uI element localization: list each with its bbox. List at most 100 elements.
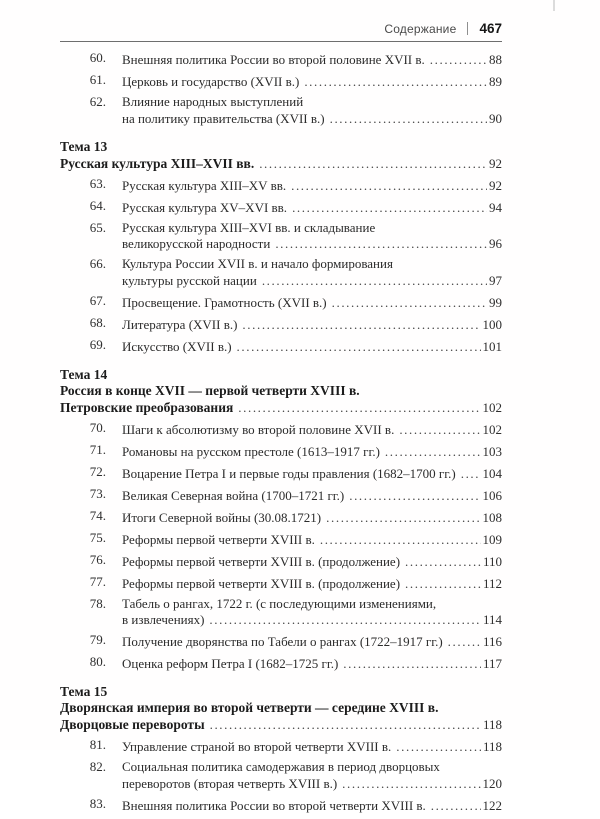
entry-body: Литература (XVII в.) 100 xyxy=(122,316,502,334)
toc-entry: 82. Социальная политика самодержавия в пе… xyxy=(60,759,502,793)
theme-number-label: Тема 13 xyxy=(60,138,108,154)
entry-body: Оценка реформ Петра I (1682–1725 гг.) 117 xyxy=(122,655,502,673)
toc-entry: 73. Великая Северная война (1700–1721 гг.… xyxy=(60,486,503,505)
entry-page-number: 106 xyxy=(482,487,503,503)
entry-title: Великая Северная война (1700–1721 гг.) xyxy=(122,487,345,503)
toc-line-with-leader: Петровские преобразования 102 xyxy=(60,399,502,417)
entry-title: Итоги Северной войны (30.08.1721) xyxy=(122,509,322,525)
toc-line-with-leader: Итоги Северной войны (30.08.1721) 108 xyxy=(122,509,502,527)
dot-leader-icon xyxy=(259,155,487,173)
toc-theme-heading: Тема 15 Дворянская империя во второй четв… xyxy=(60,684,502,734)
entry-title: Получение дворянства по Табели о рангах … xyxy=(122,634,443,649)
toc-line-with-leader: Романовы на русском престоле (1613–1917 … xyxy=(122,443,502,461)
entry-page-number: 97 xyxy=(489,272,502,288)
entry-number: 61. xyxy=(89,72,106,87)
toc-line-with-leader: Литература (XVII в.) 100 xyxy=(122,316,502,334)
entry-body: Русская культура XV–XVI вв. 94 xyxy=(122,199,502,217)
dot-leader-icon xyxy=(242,316,480,334)
toc-line-with-leader: великорусской народности 96 xyxy=(122,235,502,253)
entry-number: 63. xyxy=(89,175,106,191)
entry-title: Русская культура XV–XVI вв. xyxy=(122,199,288,215)
toc-theme-heading: Тема 14 Россия в конце XVII — первой четв… xyxy=(60,367,502,417)
entry-title: Внешняя политика России во второй полови… xyxy=(122,52,425,67)
entry-number: 81. xyxy=(89,737,106,752)
entry-page-number: 103 xyxy=(482,443,503,459)
toc-line-with-leader: Управление страной во второй четверти XV… xyxy=(122,738,502,756)
entry-title: Реформы первой четверти XVIII в. xyxy=(122,531,315,547)
toc-line-with-leader: Искусство (XVII в.) 101 xyxy=(122,338,502,356)
toc-entry: 75. Реформы первой четверти XVIII в. 109 xyxy=(60,530,502,549)
book-page: Содержание 467 60. Внешняя политика Росси… xyxy=(0,0,600,750)
entry-page-number: 88 xyxy=(489,52,502,67)
toc-line-with-leader: Церковь и государство (XVII в.) 89 xyxy=(122,73,502,91)
entry-page-number: 94 xyxy=(489,199,502,215)
entry-number: 82. xyxy=(89,759,106,774)
entry-page-number: 92 xyxy=(489,177,502,193)
toc-entry: 76. Реформы первой четверти XVIII в. (про… xyxy=(60,552,502,571)
entry-title: на политику правительства (XVII в.) xyxy=(122,110,325,126)
theme-number-label: Тема 15 xyxy=(60,684,108,699)
dot-leader-icon xyxy=(326,509,480,527)
entry-title-line: Табель о рангах, 1722 г. (с последующими… xyxy=(122,595,437,611)
toc-line-with-leader: Воцарение Петра I и первые годы правлени… xyxy=(122,465,502,483)
entry-page-number: 92 xyxy=(489,155,502,171)
header-rule xyxy=(60,41,502,42)
entry-body: Внешняя политика России во второй полови… xyxy=(122,51,502,69)
toc-entry: 61. Церковь и государство (XVII в.) 89 xyxy=(60,72,502,91)
entry-body: Реформы первой четверти XVIII в. 109 xyxy=(122,531,502,549)
entry-number: 64. xyxy=(89,197,106,213)
entry-title: переворотов (вторая четверть XVIII в.) xyxy=(122,775,338,791)
toc-entry: 62. Влияние народных выступлений на полити… xyxy=(60,94,502,128)
theme-title-line: Дворянская империя во второй четверти — … xyxy=(60,700,439,715)
dot-leader-icon xyxy=(210,716,481,734)
dot-leader-icon xyxy=(342,775,480,793)
running-header: Содержание 467 xyxy=(60,21,502,36)
entry-number: 62. xyxy=(89,94,106,109)
entry-body: Управление страной во второй четверти XV… xyxy=(122,738,502,756)
toc-entry: 63. Русская культура XIII–XV вв. 92 xyxy=(60,175,502,195)
entry-body: Влияние народных выступлений на политику … xyxy=(122,94,502,128)
toc-entry: 70. Шаги к абсолютизму во второй половине… xyxy=(60,420,502,439)
entry-page-number: 110 xyxy=(482,553,502,569)
entry-number: 60. xyxy=(89,50,106,65)
entry-page-number: 100 xyxy=(482,316,503,332)
toc-entry: 67. Просвещение. Грамотность (XVII в.) 99 xyxy=(60,293,502,312)
entry-body: Табель о рангах, 1722 г. (с последующими… xyxy=(122,595,502,630)
toc-line-with-leader: Внешняя политика России во второй четвер… xyxy=(122,797,502,815)
entry-page-number: 108 xyxy=(482,509,503,525)
dot-leader-icon xyxy=(349,487,480,505)
entry-page-number: 104 xyxy=(482,465,503,481)
entry-page-number: 101 xyxy=(482,338,503,354)
entry-number: 83. xyxy=(89,795,106,811)
entry-title: Церковь и государство (XVII в.) xyxy=(122,74,300,89)
entry-body: Воцарение Петра I и первые годы правлени… xyxy=(122,465,502,483)
entry-page-number: 102 xyxy=(482,399,503,415)
toc-entry: 83. Внешняя политика России во второй чет… xyxy=(60,795,502,815)
entry-title: Реформы первой четверти XVIII в. (продол… xyxy=(122,575,401,591)
entry-page-number: 96 xyxy=(489,236,502,251)
entry-body: Итоги Северной войны (30.08.1721) 108 xyxy=(122,509,502,527)
entry-title: Романовы на русском престоле (1613–1917 … xyxy=(122,443,380,459)
toc-line-with-leader: Шаги к абсолютизму во второй половине XV… xyxy=(122,421,502,439)
entry-body: Романовы на русском престоле (1613–1917 … xyxy=(122,443,502,461)
toc-line-with-leader: Просвещение. Грамотность (XVII в.) 99 xyxy=(122,294,502,312)
header-separator xyxy=(467,22,469,35)
entry-title: Оценка реформ Петра I (1682–1725 гг.) xyxy=(122,656,339,671)
entry-title: Искусство (XVII в.) xyxy=(122,338,232,354)
theme-title-line: Россия в конце XVII — первой четверти XV… xyxy=(60,382,360,398)
entry-page-number: 112 xyxy=(482,575,502,591)
entry-number: 66. xyxy=(89,256,106,271)
entry-title: Литература (XVII в.) xyxy=(122,316,238,332)
dot-leader-icon xyxy=(304,73,487,91)
entry-page-number: 117 xyxy=(482,656,502,671)
dot-leader-icon xyxy=(237,338,481,356)
entry-title: Дворцовые перевороты xyxy=(60,717,205,732)
entry-title-line: Влияние народных выступлений xyxy=(122,94,304,109)
entry-number: 74. xyxy=(89,507,106,523)
toc-entry: 60. Внешняя политика России во второй пол… xyxy=(60,50,502,69)
entry-title: Петровские преобразования xyxy=(60,399,234,415)
entry-title: Управление страной во второй четверти XV… xyxy=(122,739,392,754)
scan-edge-artifact xyxy=(553,0,555,11)
dot-leader-icon xyxy=(262,272,487,290)
running-head-label: Содержание xyxy=(384,21,457,36)
